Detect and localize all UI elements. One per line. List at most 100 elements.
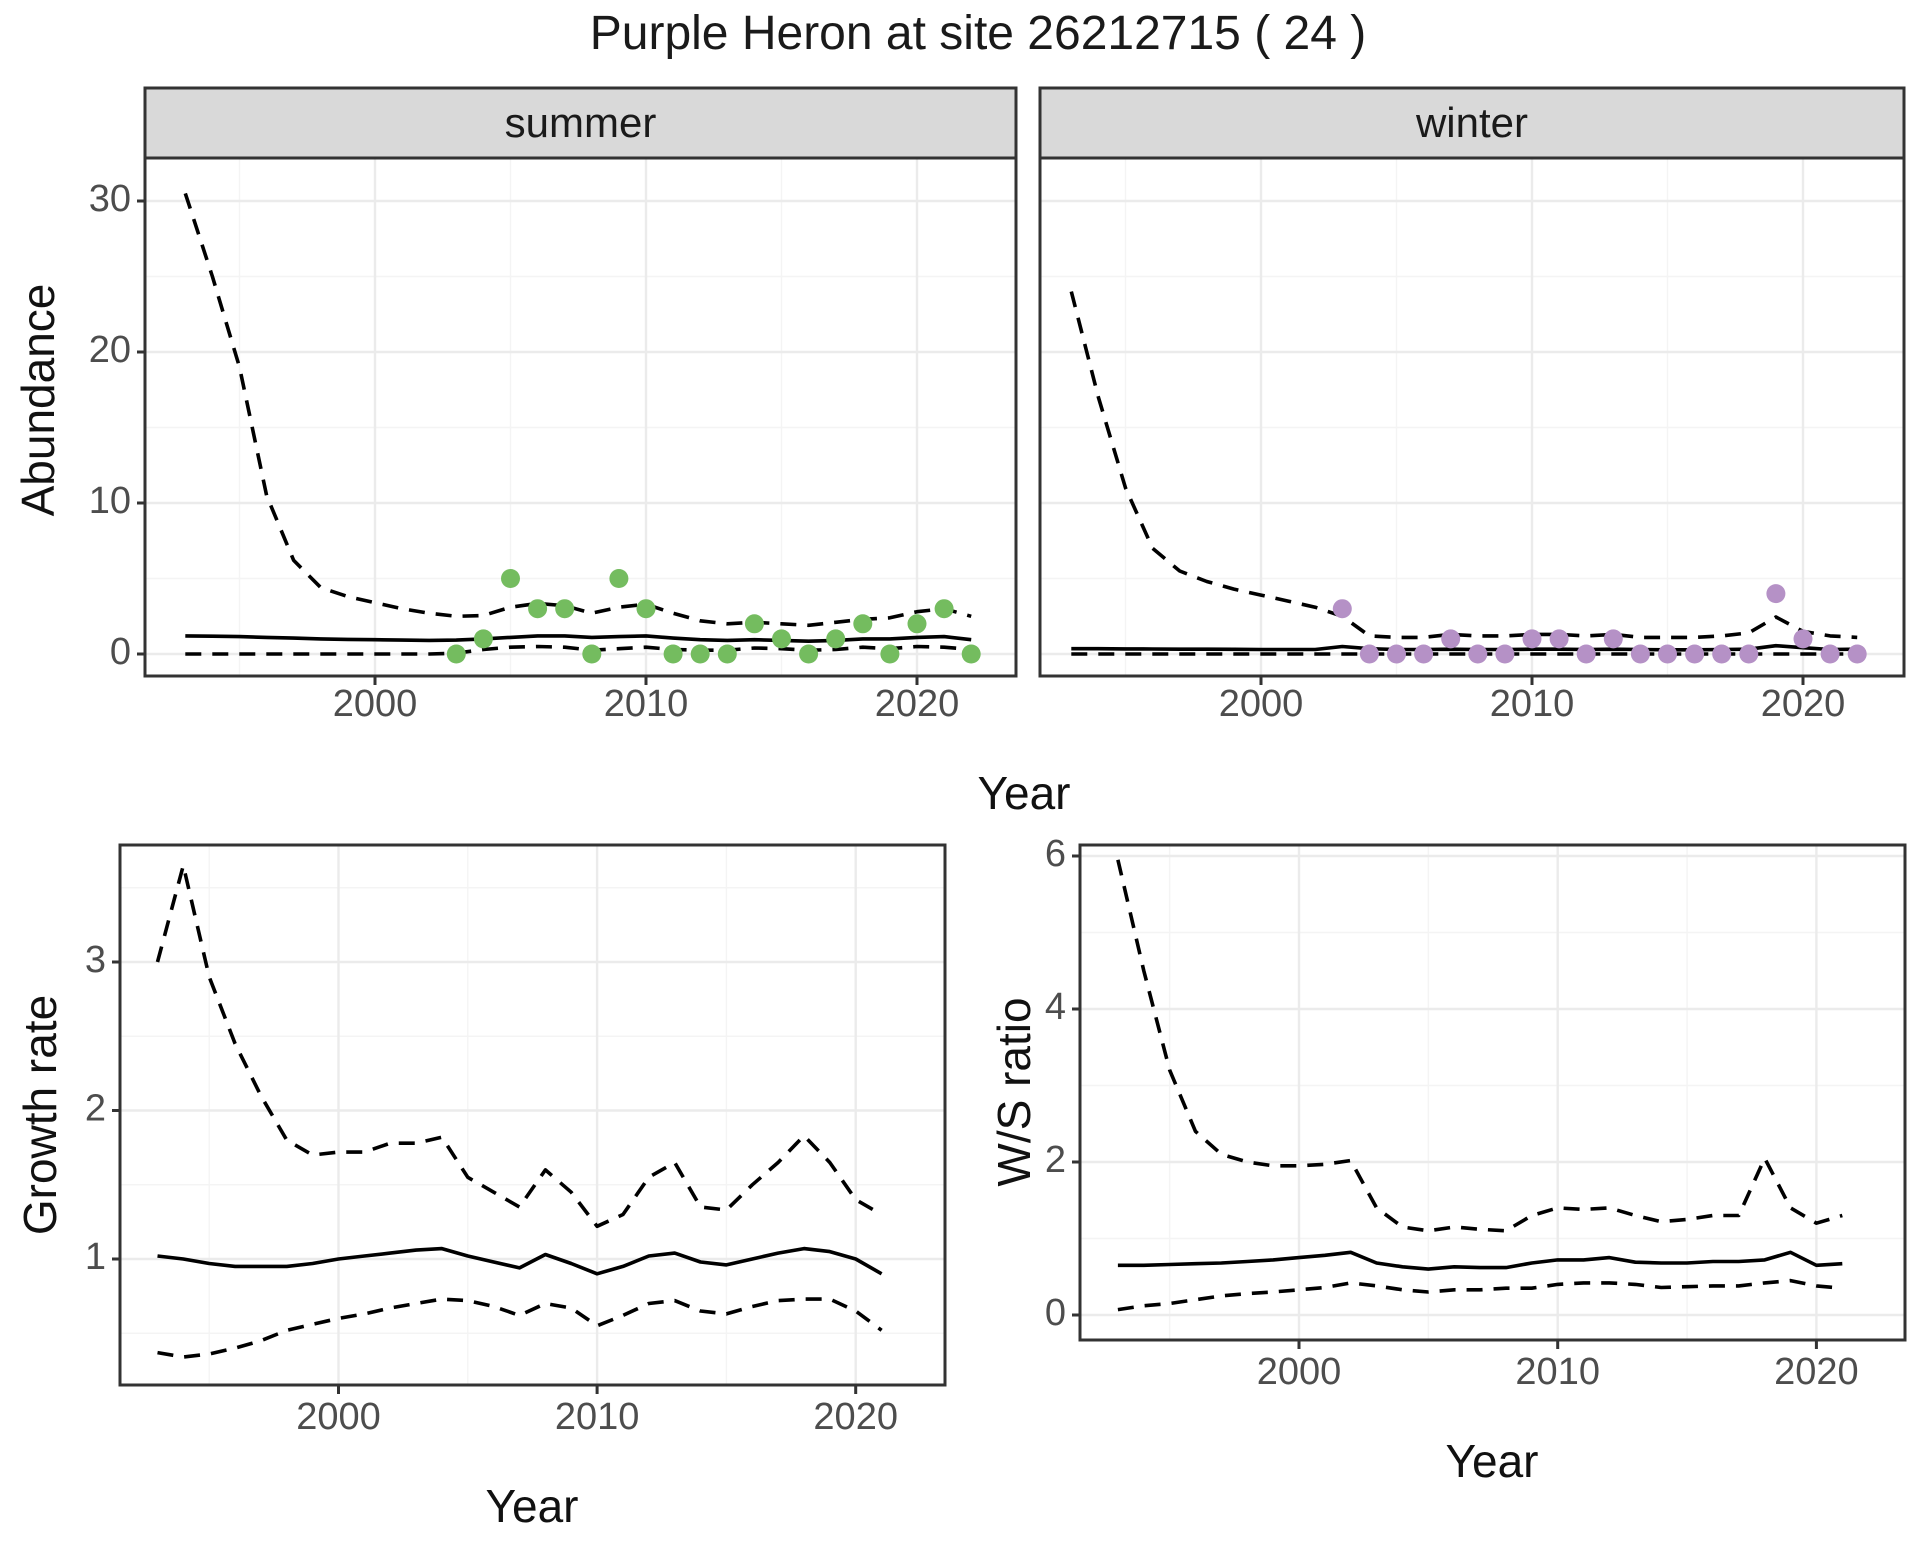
panel-data-layer: [155, 863, 883, 1359]
x-tick-label: 2020: [813, 1396, 898, 1438]
ws_ratio-lower_ci-line: [1117, 1278, 1843, 1312]
abundance_winter-data-point: [1359, 644, 1379, 664]
y-tick-label: 20: [89, 329, 131, 371]
panel-background: [1080, 845, 1905, 1340]
x-tick-label: 2010: [1490, 683, 1575, 725]
abundance_winter-data-point: [1847, 644, 1867, 664]
abundance_summer-data-point: [582, 644, 602, 664]
ws_ratio-mean-line: [1117, 1250, 1843, 1271]
abundance_summer-data-point: [961, 644, 981, 664]
abundance_summer-data-point: [473, 629, 493, 649]
y-tick-label: 6: [1045, 833, 1066, 875]
y-tick-label: 30: [89, 178, 131, 220]
y-tick-label: 4: [1045, 986, 1066, 1028]
panel-border: [1078, 843, 1907, 1342]
y-tick-label: 10: [89, 480, 131, 522]
abundance_summer-data-point: [826, 629, 846, 649]
panel-ws_ratio: 2000 2010 2020 0 2 4 6: [1045, 833, 1907, 1393]
abundance_winter-data-point: [1766, 584, 1786, 604]
y-axis-title-ws-ratio: W/S ratio: [988, 997, 1040, 1187]
facet-strip-abundance_summer: [143, 86, 1018, 160]
y-tick-label: 3: [85, 939, 106, 981]
panel-data-layer: [1069, 291, 1867, 664]
x-tick-label: 2020: [1761, 683, 1846, 725]
abundance_winter-data-point: [1658, 644, 1677, 664]
abundance_summer-data-point: [609, 569, 629, 588]
abundance_summer-data-point: [934, 599, 954, 619]
abundance_summer-data-point: [446, 644, 466, 664]
abundance_winter-data-point: [1576, 644, 1596, 664]
abundance_summer-data-point: [636, 599, 656, 619]
abundance_winter-data-point: [1468, 644, 1488, 664]
y-tick-label: 2: [1045, 1139, 1066, 1181]
abundance_summer-data-point: [528, 599, 548, 619]
chart-title: Purple Heron at site 26212715 ( 24 ): [589, 7, 1367, 60]
panel-data-layer: [183, 192, 981, 664]
abundance_winter-data-point: [1522, 629, 1542, 649]
x-tick-label: 2010: [555, 1396, 640, 1438]
y-tick-label: 1: [85, 1236, 106, 1278]
facet-strip-label-summer: summer: [504, 99, 657, 146]
x-axis-title-year-growth: Year: [485, 1480, 579, 1532]
panel-data-layer: [1116, 859, 1843, 1312]
growth_rate-upper_ci-line: [155, 863, 883, 1229]
x-tick-label: 2020: [875, 683, 960, 725]
x-tick-label: 2010: [604, 683, 689, 725]
panel-border: [1038, 156, 1906, 678]
x-tick-label: 2000: [1257, 1351, 1342, 1393]
panel-growth_rate: 2000 2010 2020 1 2 3: [85, 843, 947, 1438]
abundance_winter-data-point: [1387, 644, 1406, 664]
abundance_summer-data-point: [555, 599, 575, 619]
abundance_summer-data-point: [772, 629, 791, 649]
abundance_summer-data-point: [501, 569, 520, 588]
facet-strip-label-winter: winter: [1415, 99, 1529, 146]
abundance_summer-data-point: [717, 644, 737, 664]
growth_rate-lower_ci-line: [157, 1297, 883, 1359]
abundance_winter-data-point: [1820, 644, 1840, 664]
abundance_winter-data-point: [1441, 629, 1461, 649]
x-tick-label: 2000: [1219, 683, 1304, 725]
abundance_summer-data-point: [744, 614, 764, 634]
x-axis-title-year-top: Year: [977, 767, 1071, 819]
abundance_winter-data-point: [1685, 644, 1705, 664]
y-tick-label: 0: [110, 631, 131, 673]
abundance_summer-data-point: [690, 644, 710, 664]
x-tick-label: 2010: [1515, 1351, 1600, 1393]
x-axis-title-year-ws: Year: [1445, 1435, 1539, 1487]
growth_rate-mean-line: [157, 1246, 883, 1276]
y-axis-title-growth-rate: Growth rate: [14, 994, 66, 1236]
abundance_winter-data-point: [1332, 599, 1352, 619]
x-tick-label: 2020: [1774, 1351, 1859, 1393]
panel-abundance_winter: 2000 2010 2020: [1038, 86, 1906, 725]
y-axis-title-abundance: Abundance: [12, 283, 64, 517]
abundance_summer-data-point: [799, 644, 819, 664]
abundance_winter-data-point: [1549, 629, 1569, 649]
panel-background: [120, 845, 945, 1385]
panel-border: [118, 843, 947, 1387]
y-tick-label: 2: [85, 1088, 106, 1130]
abundance_winter-data-point: [1793, 629, 1813, 649]
ws_ratio-upper_ci-line: [1116, 859, 1843, 1233]
abundance_winter-data-point: [1603, 629, 1623, 649]
x-tick-label: 2000: [333, 683, 418, 725]
panel-background: [145, 158, 1016, 676]
facet-strip-abundance_winter: [1038, 86, 1906, 160]
x-tick-label: 2000: [296, 1396, 381, 1438]
abundance_summer-data-point: [663, 644, 683, 664]
abundance_winter-data-point: [1414, 644, 1434, 664]
abundance_winter-data-point: [1495, 644, 1515, 664]
abundance_summer-lower_ci-line: [185, 644, 972, 656]
panel-abundance_summer: 2000 2010 2020 0 10 20 30: [89, 86, 1018, 725]
panel-background: [1040, 158, 1904, 676]
abundance_winter-data-point: [1712, 644, 1732, 664]
panel-border: [143, 156, 1018, 678]
abundance_winter-data-point: [1630, 644, 1650, 664]
abundance_summer-upper_ci-line: [183, 192, 972, 628]
abundance_winter-upper_ci-line: [1069, 291, 1858, 640]
y-tick-label: 0: [1045, 1292, 1066, 1334]
abundance_winter-data-point: [1739, 644, 1759, 664]
abundance_summer-data-point: [907, 614, 927, 634]
abundance_summer-data-point: [880, 644, 900, 664]
